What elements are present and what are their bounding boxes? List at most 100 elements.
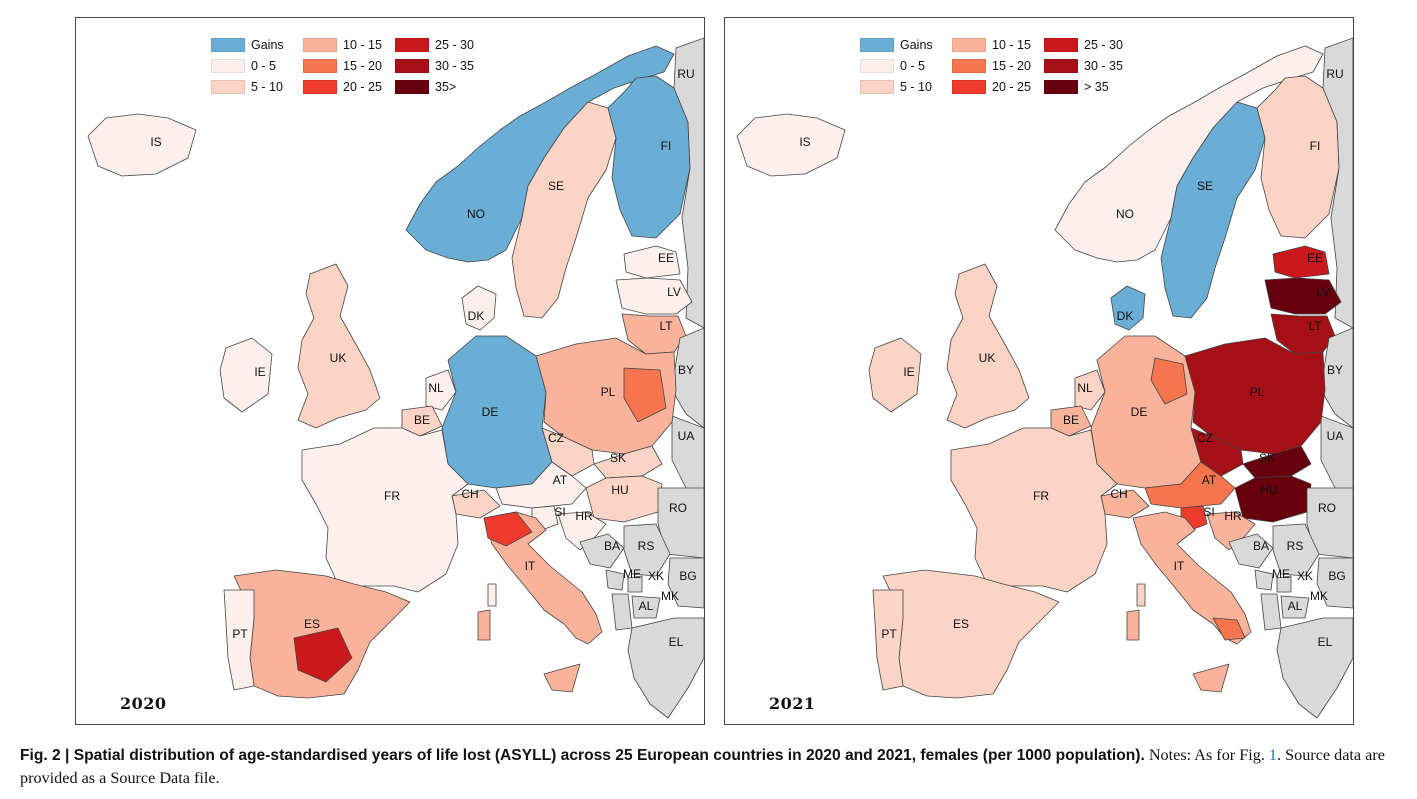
- country-label-pl-2021: PL: [1250, 385, 1265, 399]
- country-label-es-2021: ES: [953, 617, 969, 631]
- country-is-2020: [87, 113, 197, 177]
- country-fi-2020: [607, 75, 691, 239]
- country-se-2021: [1160, 101, 1266, 319]
- legend-label-3-2020: 10 - 15: [343, 38, 382, 52]
- country-ee-2021: [1272, 245, 1330, 279]
- legend-label-2-2021: 5 - 10: [900, 80, 932, 94]
- country-dk-2021: [1110, 285, 1146, 331]
- country-label-no-2021: NO: [1116, 207, 1134, 221]
- legend-label-7-2020: 30 - 35: [435, 59, 474, 73]
- country-label-mk-2020: MK: [661, 589, 679, 603]
- country-label-rs-2020: RS: [638, 539, 655, 553]
- country-label-sk-2021: SK: [1259, 451, 1275, 465]
- legend-swatch-1-2020: [211, 59, 245, 73]
- country-label-lt-2021: LT: [1308, 319, 1322, 333]
- legend-swatch-1-2021: [860, 59, 894, 73]
- country-pl-2021: [1184, 337, 1326, 455]
- legend-label-7-2021: 30 - 35: [1084, 59, 1123, 73]
- country-label-ba-2021: BA: [1253, 539, 1269, 553]
- country-uk-2020: [297, 263, 381, 429]
- country-label-ru-2020: RU: [677, 67, 694, 81]
- country-label-lv-2021: LV: [1316, 285, 1330, 299]
- country-by-2020: [671, 327, 704, 429]
- country-label-dk-2021: DK: [1117, 309, 1134, 323]
- country-label-rs-2021: RS: [1287, 539, 1304, 553]
- country-hr-2020: [557, 511, 607, 551]
- country-xk-2021: [1276, 575, 1292, 593]
- country-label-fr-2020: FR: [384, 489, 400, 503]
- country-label-me-2020: ME: [623, 567, 641, 581]
- legend-swatch-2-2021: [860, 80, 894, 94]
- country-es-2021: [882, 569, 1060, 699]
- legend-label-6-2020: 25 - 30: [435, 38, 474, 52]
- country-label-hr-2021: HR: [1224, 509, 1242, 523]
- island-it-0-2020: [477, 609, 491, 641]
- country-label-bg-2020: BG: [679, 569, 696, 583]
- country-be-2020: [401, 405, 443, 437]
- country-label-si-2020: SI: [554, 505, 565, 519]
- country-label-mk-2021: MK: [1310, 589, 1328, 603]
- legend-item-8-2021: > 35: [1044, 80, 1109, 94]
- country-ro-2020: [657, 487, 704, 559]
- country-ee-2020: [623, 245, 681, 279]
- country-fr-2021: [950, 427, 1118, 593]
- country-mk-2020: [631, 595, 661, 619]
- legend-label-6-2021: 25 - 30: [1084, 38, 1123, 52]
- country-mk-2021: [1280, 595, 1310, 619]
- country-label-hr-2020: HR: [575, 509, 593, 523]
- country-label-dk-2020: DK: [468, 309, 485, 323]
- country-label-at-2021: AT: [1202, 473, 1217, 487]
- country-label-fi-2020: FI: [661, 139, 672, 153]
- country-label-be-2021: BE: [1063, 413, 1079, 427]
- legend-label-3-2021: 10 - 15: [992, 38, 1031, 52]
- island-it-1-2021: [1192, 663, 1230, 693]
- region-hotspot-it-north-2020: [483, 511, 533, 547]
- country-label-uk-2020: UK: [330, 351, 347, 365]
- country-label-me-2021: ME: [1272, 567, 1290, 581]
- caption-title: Fig. 2 | Spatial distribution of age-sta…: [20, 747, 1145, 764]
- country-label-pl-2020: PL: [601, 385, 616, 399]
- island-it-0-2021: [1126, 609, 1140, 641]
- country-it-2021: [1132, 511, 1252, 645]
- caption-figure-link[interactable]: 1: [1268, 746, 1278, 764]
- country-fi-2021: [1256, 75, 1340, 239]
- country-lv-2021: [1264, 277, 1342, 315]
- legend-label-5-2021: 20 - 25: [992, 80, 1031, 94]
- legend-swatch-6-2020: [395, 38, 429, 52]
- country-al-2021: [1260, 593, 1282, 631]
- legend-label-1-2021: 0 - 5: [900, 59, 926, 73]
- legend-swatch-6-2021: [1044, 38, 1078, 52]
- country-label-ro-2020: RO: [669, 501, 687, 515]
- country-ie-2020: [219, 337, 273, 413]
- country-xk-2020: [627, 575, 643, 593]
- country-label-is-2021: IS: [799, 135, 810, 149]
- country-label-ee-2021: EE: [1307, 251, 1323, 265]
- country-hr-2021: [1206, 511, 1256, 551]
- country-no-2021: [1054, 45, 1324, 263]
- legend-swatch-5-2020: [303, 80, 337, 94]
- country-label-de-2020: DE: [482, 405, 499, 419]
- country-label-hu-2020: HU: [611, 483, 628, 497]
- country-uk-2021: [946, 263, 1030, 429]
- country-label-ru-2021: RU: [1326, 67, 1343, 81]
- country-el-2020: [627, 617, 704, 719]
- legend-label-4-2020: 15 - 20: [343, 59, 382, 73]
- legend-item-0-2021: Gains: [860, 38, 933, 52]
- country-ru-2021: [1322, 37, 1353, 329]
- map-2020-svg: RU IS FI SE NO EE LV DK LT UK BY IE NL DE PL BE UA CZ SK FR…: [87, 37, 704, 719]
- legend-swatch-0-2020: [211, 38, 245, 52]
- country-rs-2021: [1272, 523, 1320, 577]
- country-label-si-2021: SI: [1203, 505, 1214, 519]
- country-label-ro-2021: RO: [1318, 501, 1336, 515]
- country-label-ch-2021: CH: [1110, 487, 1127, 501]
- country-dk-2020: [461, 285, 497, 331]
- country-lv-2020: [615, 277, 693, 315]
- region-hotspot-es-center-2020: [293, 627, 353, 683]
- country-ie-2021: [868, 337, 922, 413]
- legend-label-0-2020: Gains: [251, 38, 284, 52]
- legend-swatch-3-2020: [303, 38, 337, 52]
- legend-item-7-2021: 30 - 35: [1044, 59, 1123, 73]
- country-label-de-2021: DE: [1131, 405, 1148, 419]
- country-pt-2020: [223, 589, 255, 691]
- country-label-xk-2020: XK: [648, 569, 664, 583]
